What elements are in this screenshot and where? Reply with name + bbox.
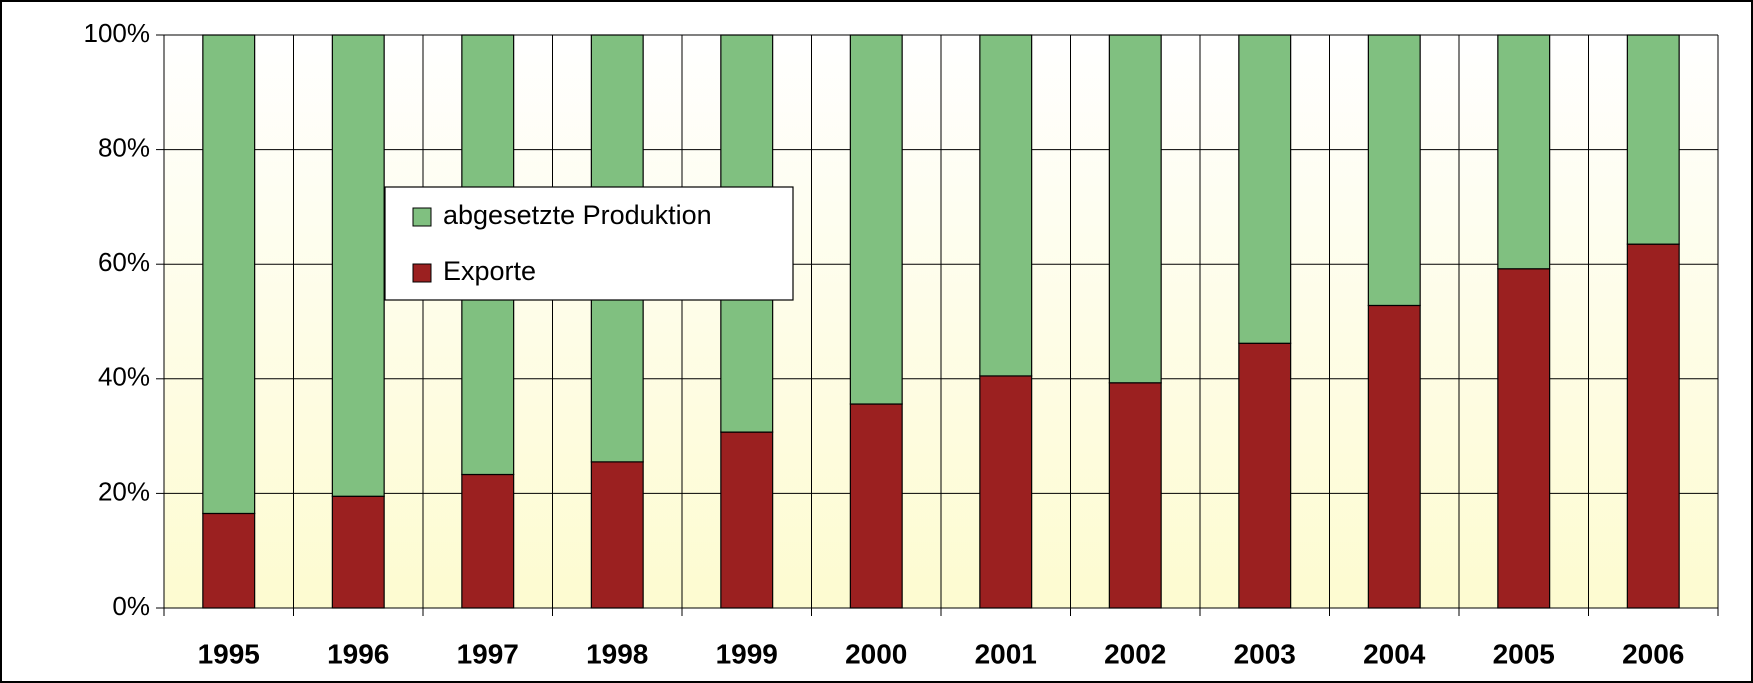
bar xyxy=(979,34,1033,377)
bar xyxy=(202,34,256,515)
bar xyxy=(202,512,256,609)
y-tick-label: 100% xyxy=(84,18,151,48)
legend-label: abgesetzte Produktion xyxy=(443,200,712,230)
x-tick-label: 2004 xyxy=(1363,638,1426,669)
x-tick-label: 1997 xyxy=(457,638,519,669)
x-tick-label: 1995 xyxy=(198,638,260,669)
x-tick-label: 2001 xyxy=(975,638,1037,669)
x-tick-label: 2002 xyxy=(1104,638,1166,669)
bar xyxy=(1108,34,1162,384)
y-tick-label: 80% xyxy=(98,132,150,162)
y-tick-label: 20% xyxy=(98,476,150,506)
x-tick-label: 2000 xyxy=(845,638,907,669)
bar xyxy=(720,431,774,609)
bar xyxy=(1367,34,1421,307)
bar xyxy=(331,34,385,497)
x-tick-label: 1999 xyxy=(716,638,778,669)
bar xyxy=(331,495,385,609)
bar xyxy=(979,375,1033,609)
bar xyxy=(1497,268,1551,609)
bar xyxy=(1626,34,1680,245)
bar xyxy=(849,403,903,609)
y-tick-label: 40% xyxy=(98,362,150,392)
bar xyxy=(1238,34,1292,344)
legend-label: Exporte xyxy=(443,256,536,286)
x-tick-label: 2006 xyxy=(1622,638,1684,669)
x-tick-label: 2005 xyxy=(1493,638,1555,669)
bar xyxy=(849,34,903,405)
x-tick-label: 2003 xyxy=(1234,638,1296,669)
bar xyxy=(590,461,644,609)
legend-swatch xyxy=(412,207,432,227)
bar xyxy=(1238,342,1292,609)
x-tick-label: 1996 xyxy=(327,638,389,669)
bar xyxy=(1497,34,1551,270)
bar xyxy=(1108,382,1162,609)
x-tick-label: 1998 xyxy=(586,638,648,669)
bar xyxy=(461,473,515,609)
y-tick-label: 0% xyxy=(112,591,150,621)
bar xyxy=(1626,243,1680,609)
bar xyxy=(1367,304,1421,609)
legend-box xyxy=(384,186,794,301)
y-tick-label: 60% xyxy=(98,247,150,277)
legend-swatch xyxy=(412,263,432,283)
